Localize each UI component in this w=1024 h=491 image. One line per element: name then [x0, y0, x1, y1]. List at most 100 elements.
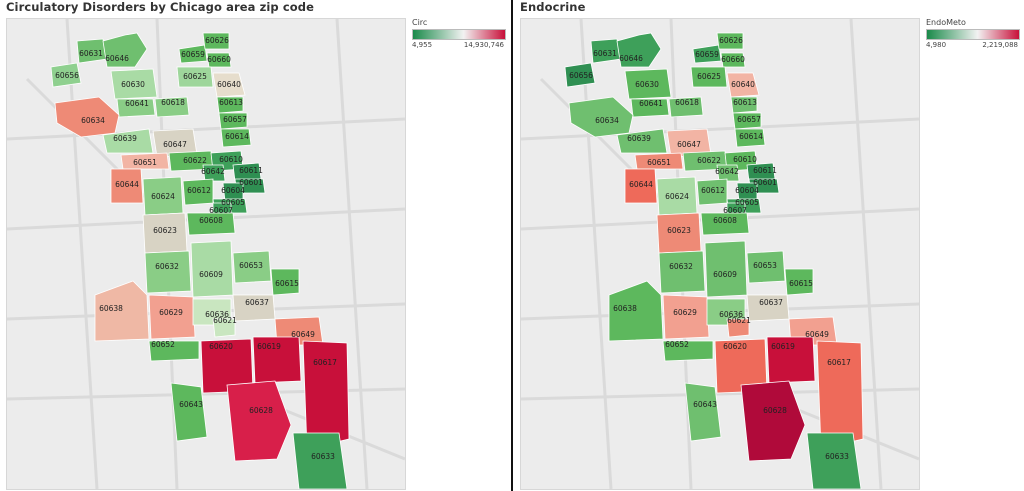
zip-region-60633[interactable]	[292, 432, 348, 489]
map-area[interactable]: 60631 60646 60656 60659 60626 60660 60625 60630…	[520, 18, 920, 490]
zip-region-60638[interactable]	[94, 280, 150, 342]
zip-label-60660: 60660	[721, 55, 745, 64]
zip-region-60614[interactable]	[734, 128, 766, 148]
map-area[interactable]: 60631 60646 60656 60659 60626 60660 60625 60630…	[6, 18, 406, 490]
zip-region-60640[interactable]	[212, 72, 246, 98]
zip-label-60621: 60621	[213, 316, 237, 325]
zip-label-60605: 60605	[221, 198, 245, 207]
zip-region-60644[interactable]	[110, 168, 144, 204]
zip-label-60660: 60660	[207, 55, 231, 64]
zip-region-60615[interactable]	[270, 268, 300, 296]
zip-label-60604: 60604	[221, 186, 245, 195]
zip-region-60644[interactable]	[624, 168, 658, 204]
zip-region-60630[interactable]	[110, 68, 158, 100]
legend-max-label: 2,219,088	[982, 41, 1018, 49]
zip-region-60613[interactable]	[216, 96, 244, 114]
zip-label-60619: 60619	[771, 342, 795, 351]
zip-region-60646[interactable]	[616, 32, 662, 68]
zip-region-60608[interactable]	[186, 212, 236, 236]
zip-region-60609[interactable]	[704, 240, 748, 298]
zip-region-60621[interactable]	[726, 318, 750, 338]
zip-label-60636: 60636	[205, 310, 229, 319]
zip-region-60625[interactable]	[690, 66, 728, 88]
zip-label-60629: 60629	[673, 308, 697, 317]
zip-region-60651[interactable]	[120, 152, 170, 170]
zip-region-60625[interactable]	[176, 66, 214, 88]
zip-region-60613[interactable]	[730, 96, 758, 114]
zip-region-60641[interactable]	[116, 98, 156, 118]
zip-label-60629: 60629	[159, 308, 183, 317]
zip-region-60638[interactable]	[608, 280, 664, 342]
zip-label-60630: 60630	[121, 80, 145, 89]
zip-region-60660[interactable]	[206, 52, 232, 68]
zip-region-60634[interactable]	[568, 96, 634, 138]
zip-region-60652[interactable]	[662, 340, 714, 362]
zip-region-60626[interactable]	[202, 32, 230, 50]
zip-label-60640: 60640	[731, 80, 755, 89]
zip-region-60634[interactable]	[54, 96, 120, 138]
zip-label-60642: 60642	[715, 167, 739, 176]
zip-region-60640[interactable]	[726, 72, 760, 98]
zip-region-60617[interactable]	[816, 340, 864, 450]
zip-label-60607: 60607	[723, 206, 747, 215]
zip-label-60637: 60637	[245, 298, 269, 307]
zip-region-60628[interactable]	[226, 380, 292, 462]
zip-region-60642[interactable]	[716, 164, 740, 182]
road-line	[335, 19, 369, 489]
zip-region-60643[interactable]	[170, 382, 208, 442]
zip-region-60641[interactable]	[630, 98, 670, 118]
zip-region-60628[interactable]	[740, 380, 806, 462]
zip-label-60614: 60614	[225, 132, 249, 141]
zip-label-60638: 60638	[99, 304, 123, 313]
zip-region-60652[interactable]	[148, 340, 200, 362]
zip-region-60656[interactable]	[564, 62, 596, 88]
zip-region-60643[interactable]	[684, 382, 722, 442]
zip-label-60611: 60611	[239, 166, 263, 175]
zip-region-60617[interactable]	[302, 340, 350, 450]
zip-region-60653[interactable]	[232, 250, 272, 284]
zip-region-60619[interactable]	[252, 336, 302, 384]
zip-region-60619[interactable]	[766, 336, 816, 384]
zip-region-60632[interactable]	[658, 250, 706, 294]
zip-region-60614[interactable]	[220, 128, 252, 148]
zip-region-60642[interactable]	[202, 164, 226, 182]
zip-region-60629[interactable]	[662, 294, 710, 340]
zip-region-60618[interactable]	[154, 96, 190, 118]
zip-region-60659[interactable]	[692, 44, 722, 64]
zip-region-60657[interactable]	[732, 112, 762, 130]
zip-region-60633[interactable]	[806, 432, 862, 489]
zip-region-60629[interactable]	[148, 294, 196, 340]
zip-label-60640: 60640	[217, 80, 241, 89]
zip-label-60653: 60653	[753, 261, 777, 270]
zip-label-60657: 60657	[737, 115, 761, 124]
zip-label-60651: 60651	[647, 158, 671, 167]
zip-region-60630[interactable]	[624, 68, 672, 100]
zip-region-60646[interactable]	[102, 32, 148, 68]
road-line	[65, 19, 99, 489]
zip-label-60622: 60622	[183, 156, 207, 165]
zip-region-60656[interactable]	[50, 62, 82, 88]
legend-max-label: 14,930,746	[463, 41, 504, 49]
zip-region-60626[interactable]	[716, 32, 744, 50]
zip-region-60639[interactable]	[616, 128, 668, 154]
zip-region-60618[interactable]	[668, 96, 704, 118]
zip-region-60657[interactable]	[218, 112, 248, 130]
zip-region-60651[interactable]	[634, 152, 684, 170]
zip-region-60609[interactable]	[190, 240, 234, 298]
zip-label-60639: 60639	[113, 134, 137, 143]
zip-region-60608[interactable]	[700, 212, 750, 236]
zip-region-60653[interactable]	[746, 250, 786, 284]
zip-label-60659: 60659	[181, 50, 205, 59]
zip-label-60647: 60647	[677, 140, 701, 149]
zip-region-60659[interactable]	[178, 44, 208, 64]
zip-region-60615[interactable]	[784, 268, 814, 296]
zip-label-60604: 60604	[735, 186, 759, 195]
zip-region-60632[interactable]	[144, 250, 192, 294]
zip-region-60639[interactable]	[102, 128, 154, 154]
zip-region-60621[interactable]	[212, 318, 236, 338]
legend-min-label: 4,980	[926, 41, 947, 49]
zip-region-60660[interactable]	[720, 52, 746, 68]
